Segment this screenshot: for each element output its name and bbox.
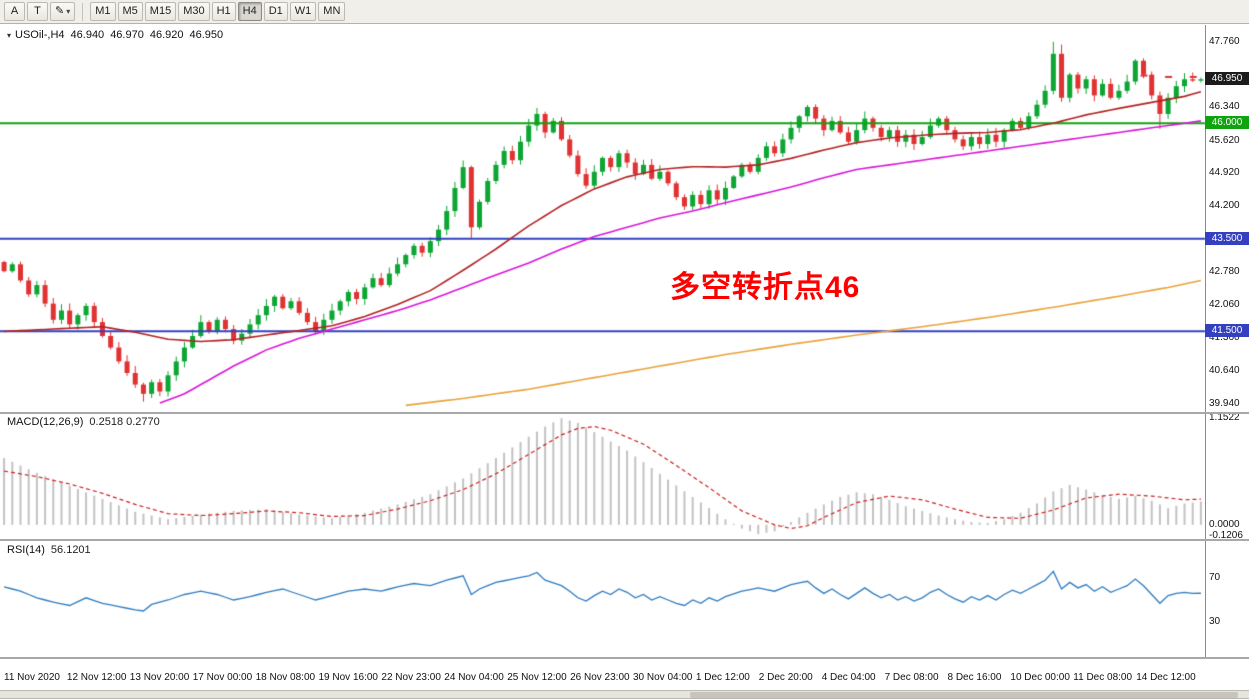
bar-high-value: 46.970 bbox=[110, 29, 144, 41]
price-axis-label: 40.640 bbox=[1209, 365, 1240, 377]
chart-annotation: 多空转折点46 bbox=[670, 271, 861, 304]
price-axis-label: 44.920 bbox=[1209, 167, 1240, 179]
bar-open-value: 46.940 bbox=[70, 29, 105, 41]
price-axis-label: 42.780 bbox=[1209, 266, 1240, 278]
timeframe-m15-button[interactable]: M15 bbox=[144, 2, 177, 21]
current-price-badge: 46.950 bbox=[1205, 72, 1249, 86]
horizontal-scrollbar[interactable] bbox=[0, 690, 1249, 698]
macd-name: MACD(12,26,9) bbox=[7, 416, 84, 428]
time-axis-label: 18 Nov 08:00 bbox=[255, 672, 316, 683]
chart-symbol-header: ▾ USOil-,H4 46.940 46.970 46.920 46.950 bbox=[7, 29, 223, 41]
time-axis-label: 14 Dec 12:00 bbox=[1136, 672, 1196, 683]
timeframe-m30-button[interactable]: M30 bbox=[178, 2, 210, 21]
bar-low-value: 46.920 bbox=[149, 29, 184, 41]
chevron-down-icon: ▾ bbox=[66, 7, 71, 16]
toolbar: A T ✎ ▾ M1 M5 M15 M30 H1 H4 D1 W1 MN bbox=[0, 0, 1249, 24]
price-axis-label: 39.940 bbox=[1209, 397, 1240, 409]
cursor-tool-button[interactable]: T bbox=[27, 2, 48, 21]
rsi-axis-label: 30 bbox=[1209, 616, 1221, 627]
price-axis-label: 42.060 bbox=[1209, 299, 1240, 311]
price-badge: 41.500 bbox=[1205, 324, 1249, 338]
price-axis-border bbox=[1205, 25, 1206, 659]
time-axis-label: 8 Dec 16:00 bbox=[947, 672, 1002, 683]
pencil-icon: ✎ bbox=[55, 5, 65, 17]
time-axis-label: 17 Nov 00:00 bbox=[192, 672, 253, 683]
time-axis-label: 26 Nov 23:00 bbox=[570, 672, 630, 683]
macd-axis-label: 1.1522 bbox=[1209, 412, 1240, 423]
macd-axis-label: -0.1206 bbox=[1209, 530, 1243, 541]
timeframe-h1-button[interactable]: H1 bbox=[211, 2, 236, 21]
rsi-label: RSI(14) 56.1201 bbox=[7, 544, 91, 556]
text-tool-button[interactable]: A bbox=[4, 2, 25, 21]
panel-separator[interactable] bbox=[0, 412, 1249, 414]
time-axis-label: 10 Dec 00:00 bbox=[1010, 672, 1070, 683]
rsi-axis-label: 70 bbox=[1209, 572, 1221, 583]
draw-tool-dropdown[interactable]: ✎ ▾ bbox=[50, 2, 76, 21]
time-axis-label: 12 Nov 12:00 bbox=[66, 672, 127, 683]
time-axis-label: 19 Nov 16:00 bbox=[318, 672, 379, 683]
timeframe-h4-button[interactable]: H4 bbox=[237, 2, 262, 21]
macd-axis-label: 0.0000 bbox=[1209, 518, 1240, 530]
time-axis-label: 1 Dec 12:00 bbox=[695, 672, 750, 683]
symbol-label: USOil-,H4 bbox=[15, 29, 65, 41]
timeframe-d1-button[interactable]: D1 bbox=[263, 2, 288, 21]
timeframe-mn-button[interactable]: MN bbox=[318, 2, 346, 21]
triangle-icon: ▾ bbox=[7, 30, 12, 40]
macd-label: MACD(12,26,9) 0.2518 0.2770 bbox=[7, 416, 160, 428]
timeframe-w1-button[interactable]: W1 bbox=[289, 2, 317, 21]
price-axis-label: 45.620 bbox=[1209, 134, 1240, 146]
time-axis-label: 22 Nov 23:00 bbox=[381, 672, 441, 683]
price-badge: 43.500 bbox=[1205, 231, 1249, 245]
toolbar-separator bbox=[82, 2, 84, 21]
price-axis-label: 44.200 bbox=[1209, 200, 1240, 212]
time-axis-label: 11 Nov 2020 bbox=[4, 672, 60, 683]
price-axis-label: 46.340 bbox=[1209, 101, 1240, 113]
time-axis-label: 13 Nov 20:00 bbox=[129, 672, 190, 683]
panel-separator[interactable] bbox=[0, 657, 1249, 659]
time-axis-label: 30 Nov 04:00 bbox=[633, 672, 693, 683]
panel-separator[interactable] bbox=[0, 539, 1249, 541]
scrollbar-thumb[interactable] bbox=[690, 692, 1238, 698]
price-badge: 46.000 bbox=[1205, 116, 1249, 130]
rsi-name: RSI(14) bbox=[7, 544, 45, 556]
time-axis-label: 11 Dec 08:00 bbox=[1073, 672, 1133, 683]
bar-close-value: 46.950 bbox=[189, 29, 224, 41]
time-axis-label: 24 Nov 04:00 bbox=[444, 672, 504, 683]
time-axis-label: 25 Nov 12:00 bbox=[507, 672, 567, 683]
rsi-value: 56.1201 bbox=[50, 544, 91, 556]
time-axis-label: 4 Dec 04:00 bbox=[821, 672, 876, 683]
timeframe-m5-button[interactable]: M5 bbox=[117, 2, 143, 21]
price-axis-label: 47.760 bbox=[1209, 35, 1240, 47]
time-axis-label: 2 Dec 20:00 bbox=[758, 672, 813, 683]
macd-values: 0.2518 0.2770 bbox=[89, 416, 160, 428]
timeframe-m1-button[interactable]: M1 bbox=[90, 2, 116, 21]
time-axis-label: 7 Dec 08:00 bbox=[884, 672, 939, 683]
